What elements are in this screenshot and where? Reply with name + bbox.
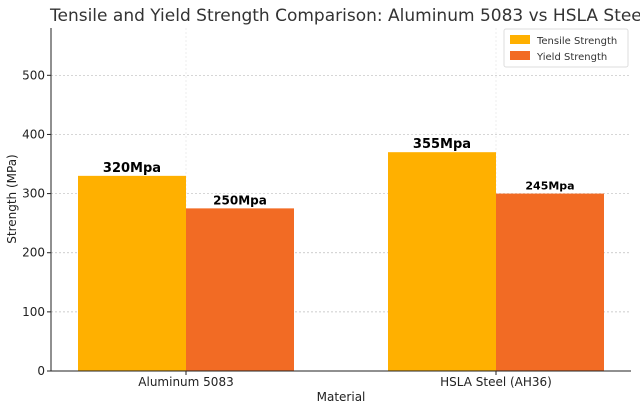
chart-title: Tensile and Yield Strength Comparison: A… xyxy=(49,6,640,26)
legend-label-yield: Yield Strength xyxy=(536,52,607,63)
y-tick-label: 100 xyxy=(22,305,45,319)
legend: Tensile Strength Yield Strength xyxy=(503,28,629,68)
data-label: 320Mpa xyxy=(103,161,161,176)
data-label: 355Mpa xyxy=(413,137,471,152)
x-tick-label: HSLA Steel (AH36) xyxy=(440,375,552,389)
x-ticks: Aluminum 5083 HSLA Steel (AH36) xyxy=(138,371,552,389)
data-labels: 320Mpa 355Mpa 250Mpa 245Mpa xyxy=(103,137,575,207)
y-tick-label: 500 xyxy=(22,68,45,82)
bar-yield xyxy=(186,208,294,371)
legend-swatch-tensile xyxy=(510,35,530,44)
bar-yield xyxy=(496,193,604,371)
y-ticks: 0 100 200 300 400 500 xyxy=(22,68,51,378)
y-tick-label: 200 xyxy=(22,246,45,260)
legend-box xyxy=(503,28,629,68)
y-tick-label: 400 xyxy=(22,127,45,141)
x-tick-label: Aluminum 5083 xyxy=(138,375,233,389)
legend-label-tensile: Tensile Strength xyxy=(536,36,617,47)
bars xyxy=(78,152,604,371)
y-tick-label: 300 xyxy=(22,187,45,201)
data-label: 250Mpa xyxy=(213,193,267,207)
x-axis-label: Material xyxy=(317,390,366,404)
bar-tensile xyxy=(78,175,186,371)
y-tick-label: 0 xyxy=(37,364,45,378)
legend-swatch-yield xyxy=(510,51,530,60)
bar-tensile xyxy=(388,152,496,371)
y-axis-label: Strength (MPa) xyxy=(5,154,19,244)
data-label: 245Mpa xyxy=(525,180,574,193)
